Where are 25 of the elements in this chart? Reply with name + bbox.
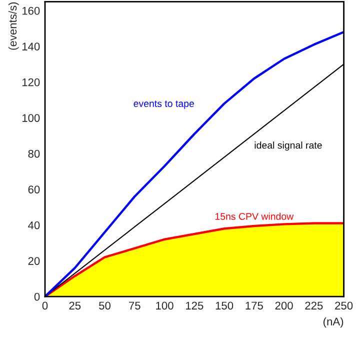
x-tick-label: 225 <box>305 302 323 310</box>
x-tick-label: 200 <box>275 302 293 310</box>
x-tick-label: 175 <box>246 302 263 310</box>
y-tick-label: 20 <box>28 257 40 265</box>
x-tick-label: 125 <box>186 302 204 310</box>
x-tick-label: 100 <box>156 302 174 310</box>
x-tick-label: 50 <box>99 302 111 310</box>
y-tick-label: 80 <box>28 150 40 158</box>
x-tick-label: 0 <box>42 302 48 310</box>
series-label: events to tape <box>134 100 194 109</box>
y-tick-label: 100 <box>22 114 40 122</box>
x-axis-title: (nA) <box>324 317 344 328</box>
y-tick-label: 60 <box>28 186 40 194</box>
x-tick-label: 75 <box>129 302 140 310</box>
y-tick-label: 0 <box>34 292 40 301</box>
y-tick-label: 40 <box>28 221 40 230</box>
y-tick-label: 140 <box>22 42 40 50</box>
x-tick-label: 150 <box>216 302 234 310</box>
y-axis-title: (events/s) <box>8 2 19 50</box>
x-tick-label: 25 <box>69 302 81 310</box>
x-tick-label: 250 <box>335 302 353 310</box>
series-label: 15ns CPV window <box>215 212 294 220</box>
y-tick-label: 120 <box>22 78 40 86</box>
series-label: ideal signal rate <box>254 142 322 151</box>
y-tick-label: 160 <box>22 6 40 15</box>
